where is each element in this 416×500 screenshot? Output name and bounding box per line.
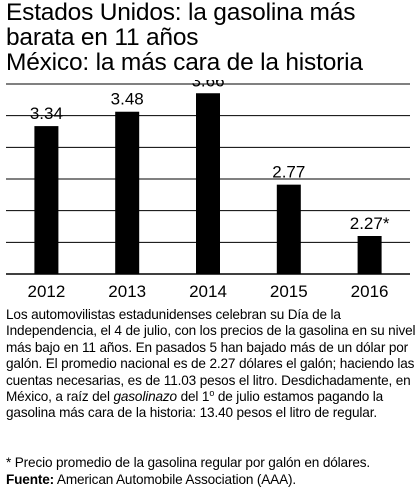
- x-tick-label-2014: 2014: [189, 282, 227, 301]
- data-label-2013: 3.48: [111, 90, 144, 109]
- data-label-2012: 3.34: [30, 104, 63, 123]
- x-tick-label-2015: 2015: [270, 282, 308, 301]
- bar-2012: [34, 126, 59, 274]
- data-label-2016: 2.27*: [350, 214, 390, 233]
- source-label: Fuente:: [6, 472, 55, 487]
- title-line-1: Estados Unidos: la gasolina más: [6, 0, 356, 26]
- bar-2013: [115, 111, 140, 274]
- data-label-2014: 3.66: [191, 80, 224, 90]
- body-paragraph: Los automovilistas estadunidenses celebr…: [6, 307, 416, 422]
- source-line: Fuente: American Automobile Association …: [6, 472, 416, 488]
- source-text: American Automobile Association (AAA).: [54, 472, 297, 487]
- body-text-part-2: del 1: [176, 389, 210, 405]
- bar-2015: [276, 184, 301, 274]
- bar-2016: [357, 236, 382, 274]
- x-tick-label-2012: 2012: [27, 282, 65, 301]
- chart-title: Estados Unidos: la gasolina más barata e…: [6, 0, 363, 75]
- body-text-superscript: o: [209, 388, 215, 399]
- footnote: * Precio promedio de la gasolina regular…: [6, 455, 371, 470]
- data-label-2015: 2.77: [272, 163, 305, 182]
- body-text-part-3: de julio estamos pagando la gasolina más…: [6, 389, 384, 421]
- bar-chart: 3.34 2012 3.48 2013 3.66 2014 2.77 2015 2.27* 201…: [6, 80, 410, 301]
- body-text-part-1: Los automovilistas estadunidenses celebr…: [6, 307, 416, 405]
- bar-2014: [196, 93, 220, 274]
- title-line-3: México: la más cara de la historia: [6, 49, 363, 76]
- body-text-italic-term: gasolinazo: [113, 389, 177, 405]
- title-line-2: barata en 11 años: [6, 24, 199, 51]
- x-tick-label-2016: 2016: [351, 282, 389, 301]
- x-tick-label-2013: 2013: [108, 282, 146, 301]
